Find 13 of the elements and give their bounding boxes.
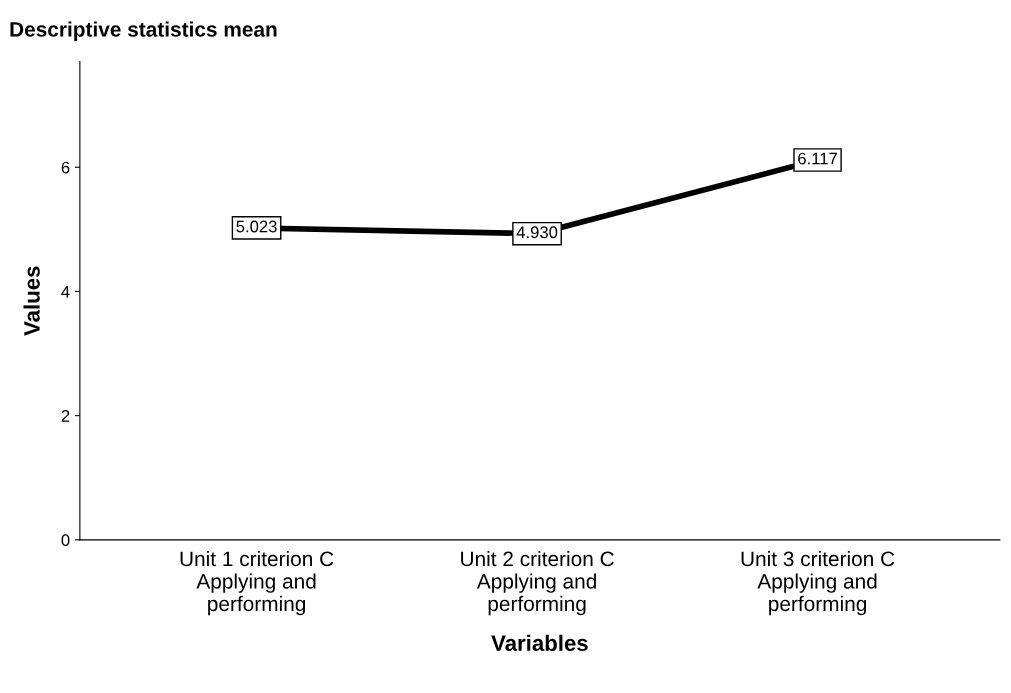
x-tick-label: Unit 3 criterion C Applying and performing: [741, 550, 895, 616]
y-tick-label: 2: [61, 410, 70, 422]
y-axis-title: Values: [23, 266, 40, 336]
x-tick-label: Unit 1 criterion C Applying and performing: [180, 550, 334, 616]
data-label: 4.930: [516, 226, 558, 239]
chart-title: Descriptive statistics mean: [10, 21, 277, 41]
x-axis-title: Variables: [491, 634, 588, 652]
y-tick-label: 4: [61, 286, 70, 298]
data-label: 5.023: [236, 220, 277, 233]
y-tick-label: 6: [61, 161, 70, 174]
data-label: 6.117: [798, 152, 837, 165]
x-tick-label: Unit 2 criterion C Applying and performing: [461, 550, 614, 616]
y-tick-label: 0: [61, 534, 70, 547]
